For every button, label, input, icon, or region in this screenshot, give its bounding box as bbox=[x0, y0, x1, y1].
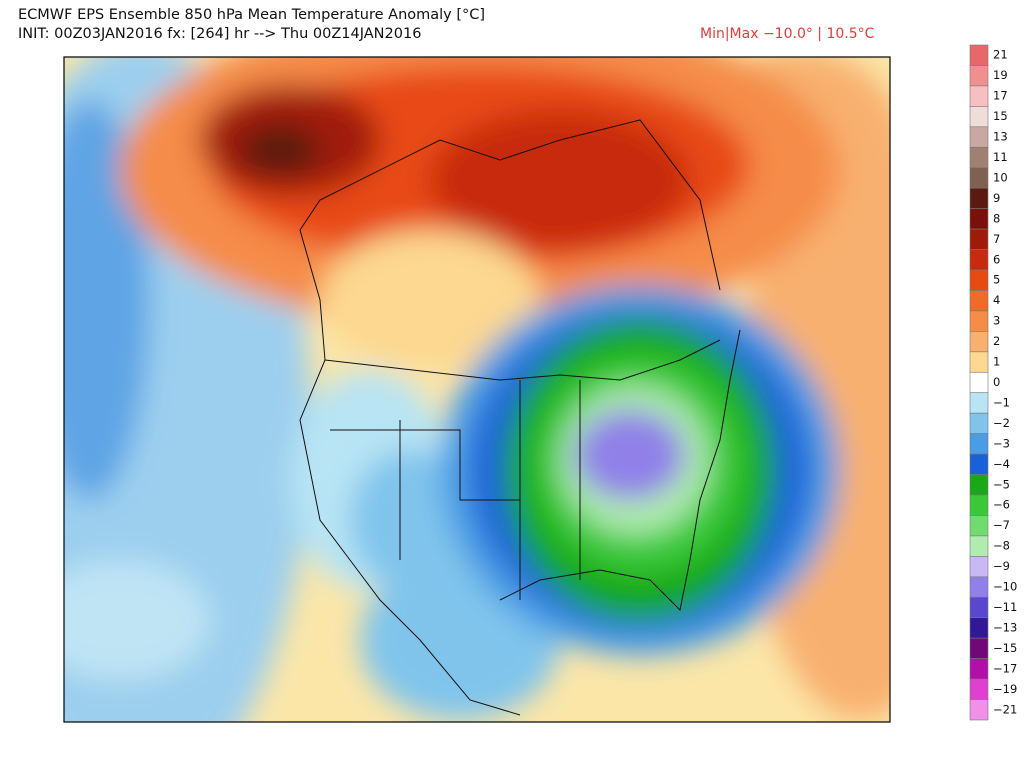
map-title: ECMWF EPS Ensemble 850 hPa Mean Temperat… bbox=[18, 7, 485, 23]
colorbar-swatch bbox=[969, 596, 989, 619]
colorbar-swatch bbox=[969, 371, 989, 394]
colorbar-label: 19 bbox=[993, 68, 1008, 82]
colorbar-label: 7 bbox=[993, 232, 1000, 246]
colorbar-swatch bbox=[969, 310, 989, 332]
colorbar-label: −10 bbox=[993, 580, 1017, 594]
colorbar-label: 17 bbox=[993, 89, 1008, 103]
colorbar-label: 21 bbox=[993, 48, 1008, 62]
colorbar-label: 0 bbox=[993, 375, 1000, 389]
colorbar-label: −21 bbox=[993, 702, 1017, 716]
init-time: INIT: 00Z03JAN2016 fx: [264] hr --> Thu … bbox=[18, 26, 421, 42]
colorbar-label: −4 bbox=[993, 457, 1010, 471]
colorbar-label: −2 bbox=[993, 416, 1010, 430]
colorbar-label: 10 bbox=[993, 170, 1008, 184]
colorbar-label: −3 bbox=[993, 436, 1010, 450]
colorbar-swatch bbox=[969, 392, 989, 414]
colorbar-swatch bbox=[969, 515, 989, 537]
colorbar-label: −15 bbox=[993, 641, 1017, 655]
colorbar-swatch bbox=[969, 494, 989, 516]
colorbar-label: 15 bbox=[993, 109, 1008, 123]
colorbar-label: 4 bbox=[993, 293, 1000, 307]
colorbar-swatch bbox=[969, 167, 989, 189]
colorbar-label: 3 bbox=[993, 314, 1000, 328]
colorbar-swatch bbox=[969, 331, 989, 353]
colorbar-label: −6 bbox=[993, 498, 1010, 512]
colorbar-swatch bbox=[969, 576, 989, 598]
colorbar-swatch bbox=[969, 228, 989, 250]
colorbar-label: −1 bbox=[993, 395, 1010, 409]
colorbar-label: −5 bbox=[993, 477, 1010, 491]
colorbar-swatch bbox=[969, 474, 989, 496]
colorbar: 211917151311109876543210−1−2−3−4−5−6−7−8… bbox=[969, 44, 1017, 721]
colorbar-swatch bbox=[969, 249, 989, 271]
colorbar-swatch bbox=[969, 699, 989, 721]
colorbar-label: 11 bbox=[993, 150, 1008, 164]
colorbar-label: 8 bbox=[993, 211, 1000, 225]
colorbar-swatch bbox=[969, 65, 989, 87]
colorbar-swatch bbox=[969, 146, 989, 169]
colorbar-swatch bbox=[969, 637, 989, 659]
colorbar-label: −8 bbox=[993, 539, 1010, 553]
colorbar-swatch bbox=[969, 556, 989, 578]
map-frame bbox=[63, 56, 891, 723]
colorbar-swatch bbox=[969, 208, 989, 230]
colorbar-swatch bbox=[969, 269, 989, 291]
min-max: Min|Max −10.0° | 10.5°C bbox=[700, 26, 875, 42]
colorbar-swatch bbox=[969, 433, 989, 455]
colorbar-swatch bbox=[969, 412, 989, 434]
map-field bbox=[64, 57, 890, 722]
boundaries bbox=[299, 119, 741, 716]
colorbar-label: −9 bbox=[993, 559, 1010, 573]
colorbar-swatch bbox=[969, 453, 989, 475]
colorbar-swatch bbox=[969, 106, 989, 128]
colorbar-swatch bbox=[969, 535, 989, 557]
colorbar-label: 2 bbox=[993, 334, 1000, 348]
colorbar-label: 13 bbox=[993, 130, 1008, 144]
colorbar-label: −7 bbox=[993, 518, 1010, 532]
colorbar-swatch bbox=[969, 44, 989, 66]
colorbar-swatch bbox=[969, 658, 989, 680]
colorbar-label: −13 bbox=[993, 620, 1017, 634]
colorbar-swatch bbox=[969, 187, 989, 209]
colorbar-label: 5 bbox=[993, 273, 1000, 287]
colorbar-swatch bbox=[969, 126, 989, 148]
colorbar-label: −11 bbox=[993, 600, 1017, 614]
colorbar-label: −19 bbox=[993, 682, 1017, 696]
colorbar-swatch bbox=[969, 290, 989, 312]
colorbar-swatch bbox=[969, 678, 989, 700]
colorbar-label: 9 bbox=[993, 191, 1000, 205]
colorbar-swatch bbox=[969, 351, 989, 373]
colorbar-label: 6 bbox=[993, 252, 1000, 266]
colorbar-swatch bbox=[969, 85, 989, 107]
colorbar-label: −17 bbox=[993, 661, 1017, 675]
colorbar-label: 1 bbox=[993, 355, 1000, 369]
colorbar-swatch bbox=[969, 617, 989, 639]
